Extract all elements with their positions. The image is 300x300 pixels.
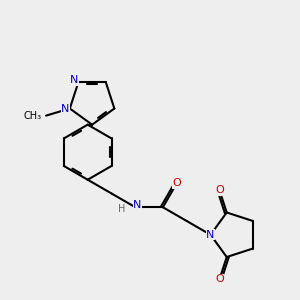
Text: N: N: [70, 75, 78, 85]
Text: O: O: [215, 274, 224, 284]
Text: O: O: [215, 185, 224, 195]
Text: CH₃: CH₃: [24, 111, 42, 121]
Text: H: H: [118, 204, 126, 214]
Text: O: O: [172, 178, 181, 188]
Text: N: N: [206, 230, 215, 240]
Text: N: N: [61, 103, 70, 113]
Text: N: N: [134, 200, 142, 210]
